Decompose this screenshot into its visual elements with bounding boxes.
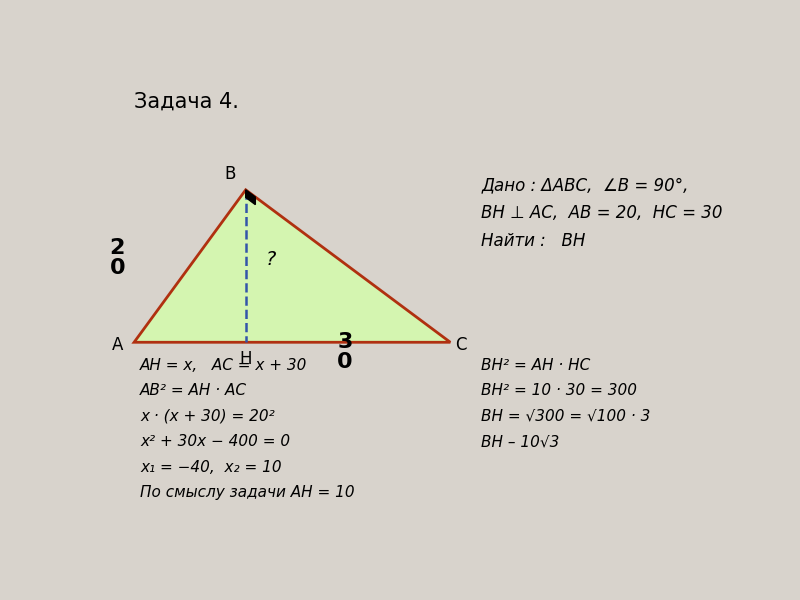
Text: 3: 3 xyxy=(338,332,353,352)
Text: Найти :   BH: Найти : BH xyxy=(482,232,586,250)
Text: x² + 30x − 400 = 0: x² + 30x − 400 = 0 xyxy=(140,434,290,449)
Text: BH ⊥ AC,  AB = 20,  HC = 30: BH ⊥ AC, AB = 20, HC = 30 xyxy=(482,204,723,222)
Text: 0: 0 xyxy=(110,259,125,278)
Text: Задача 4.: Задача 4. xyxy=(134,92,239,112)
Text: BH² = 10 · 30 = 300: BH² = 10 · 30 = 300 xyxy=(482,383,638,398)
Text: Дано : ΔABC,  ∠B = 90°,: Дано : ΔABC, ∠B = 90°, xyxy=(482,176,689,194)
Text: ?: ? xyxy=(266,250,276,269)
Text: AH = x,   AC = x + 30: AH = x, AC = x + 30 xyxy=(140,358,308,373)
Text: BH² = AH · HC: BH² = AH · HC xyxy=(482,358,590,373)
Text: C: C xyxy=(455,335,466,353)
Polygon shape xyxy=(246,190,255,205)
Text: AB² = AH · AC: AB² = AH · AC xyxy=(140,383,247,398)
Text: H: H xyxy=(239,350,252,368)
Text: B: B xyxy=(225,164,236,182)
Text: BH – 10√3: BH – 10√3 xyxy=(482,434,560,449)
Text: 2: 2 xyxy=(110,238,125,257)
Text: x₁ = −40,  x₂ = 10: x₁ = −40, x₂ = 10 xyxy=(140,460,282,475)
Polygon shape xyxy=(134,190,450,342)
Text: 0: 0 xyxy=(337,352,353,372)
Text: x · (x + 30) = 20²: x · (x + 30) = 20² xyxy=(140,409,275,424)
Text: По смыслу задачи AH = 10: По смыслу задачи AH = 10 xyxy=(140,485,355,500)
Text: A: A xyxy=(112,335,123,353)
Text: BH = √300 = √100 · 3: BH = √300 = √100 · 3 xyxy=(482,409,650,424)
FancyBboxPatch shape xyxy=(90,65,730,541)
